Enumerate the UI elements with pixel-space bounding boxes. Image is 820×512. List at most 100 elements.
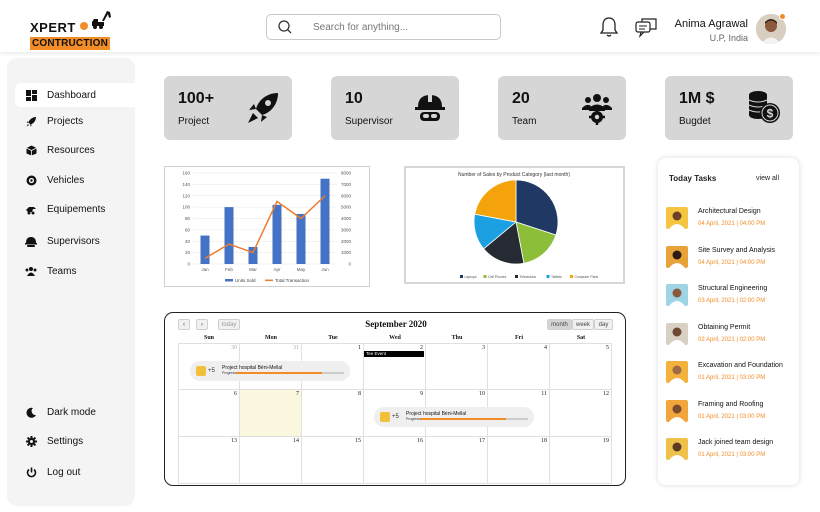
legend-label: Total Transaction — [275, 278, 310, 283]
calendar-day-cell[interactable]: 1 — [302, 343, 364, 390]
calendar-event[interactable]: +5 Project hospital Béni-Mellal Progress — [190, 361, 350, 381]
y2-tick-label: 0 — [348, 262, 351, 267]
stat-value: 100+ — [178, 90, 215, 107]
calendar-view-month[interactable]: month — [547, 319, 572, 330]
y-tick-label: 140 — [182, 182, 190, 187]
task-item[interactable]: Architectural Design 04 April, 2021 | 04:… — [666, 204, 794, 232]
task-avatar — [666, 245, 688, 268]
legend-label: Televisions — [520, 275, 537, 279]
event-avatar — [196, 366, 206, 376]
task-avatar — [666, 322, 688, 345]
equipment-icon — [15, 204, 47, 215]
y2-tick-label: 4000 — [341, 216, 352, 221]
pie-slice — [483, 221, 525, 265]
sidebar-item-equipements[interactable]: Equipements — [15, 197, 135, 221]
bell-icon[interactable] — [599, 16, 619, 38]
calendar-day-cell[interactable]: 14 — [240, 437, 302, 484]
stat-card-budget[interactable]: 1M $ Bugdet $ — [665, 76, 793, 140]
search-box[interactable] — [266, 14, 501, 40]
calendar-day-number: 10 — [479, 391, 485, 397]
calendar-event-tee[interactable]: Tee Event — [364, 351, 424, 357]
dark-mode-toggle[interactable]: Dark mode — [15, 400, 135, 424]
calendar-day-number: 12 — [603, 391, 609, 397]
calendar-day-cell[interactable]: 6 — [178, 390, 240, 437]
sidebar-item-resources[interactable]: Resources — [15, 138, 135, 162]
x-tick-label: Jan — [201, 267, 209, 272]
calendar-day-cell[interactable]: 8 — [302, 390, 364, 437]
search-input[interactable] — [313, 19, 493, 36]
task-item[interactable]: Obtaining Permit 02 April, 2021 | 02:00 P… — [666, 320, 794, 348]
project-calendar: ‹ › today September 2020 month week day … — [164, 312, 626, 486]
y2-tick-label: 7000 — [341, 182, 352, 187]
stat-value: 20 — [512, 90, 530, 107]
event-avatar — [380, 412, 390, 422]
calendar-day-cell[interactable]: 18 — [488, 437, 550, 484]
y2-tick-label: 3000 — [341, 227, 352, 232]
calendar-event[interactable]: +5 Project hospital Béni-Mellal Progress — [374, 407, 534, 427]
search-icon — [278, 20, 292, 34]
calendar-day-cell[interactable]: 2 — [364, 343, 426, 390]
brand-name: XPERT — [30, 20, 76, 35]
calendar-view-day[interactable]: day — [594, 319, 613, 330]
calendar-day-cell[interactable]: 17 — [426, 437, 488, 484]
sidebar-item-teams[interactable]: Teams — [15, 259, 135, 283]
calendar-next-button[interactable]: › — [196, 319, 208, 330]
calendar-day-cell[interactable]: 19 — [550, 437, 612, 484]
task-title: Site Survey and Analysis — [698, 246, 776, 254]
calendar-day-cell[interactable]: 13 — [178, 437, 240, 484]
stat-card-teams[interactable]: 20 Team — [498, 76, 626, 140]
calendar-view-week[interactable]: week — [572, 319, 594, 330]
y-tick-label: 80 — [185, 216, 191, 221]
logout-link[interactable]: Log out — [15, 460, 135, 484]
stat-card-projects[interactable]: 100+ Project — [164, 76, 292, 140]
calendar-day-cell[interactable]: 7 — [240, 390, 302, 437]
y2-tick-label: 8000 — [341, 171, 352, 176]
task-item[interactable]: Site Survey and Analysis 04 April, 2021 |… — [666, 243, 794, 271]
task-item[interactable]: Excavation and Foundation 01 April, 2021 … — [666, 358, 794, 386]
calendar-grid: Sun Mon Tue Wed Thu Fri Sat 30 31 1 2 3 4 5 6 7 8 9 10 11 12… — [178, 335, 612, 485]
task-avatar — [666, 399, 688, 422]
calendar-day-cell[interactable]: 12 — [550, 390, 612, 437]
calendar-day-number: 5 — [606, 345, 609, 351]
weekday-header: Tue — [328, 335, 338, 341]
sidebar-item-supervisors[interactable]: Supervisors — [15, 229, 135, 253]
calendar-day-cell[interactable]: 15 — [302, 437, 364, 484]
weekday-header: Thu — [451, 335, 463, 341]
task-date: 01 April, 2021 | 03:00 PM — [698, 413, 766, 420]
sidebar-item-vehicles[interactable]: Vehicles — [15, 168, 135, 192]
settings-link[interactable]: Settings — [15, 429, 135, 453]
event-more-count: +5 — [392, 414, 399, 420]
brand-logo[interactable]: XPERT CONTRUCTION — [30, 6, 114, 50]
x-tick-label: Jun — [321, 267, 329, 272]
calendar-day-number: 1 — [358, 345, 361, 351]
avatar-portrait-icon — [756, 14, 786, 44]
stat-card-supervisors[interactable]: 10 Supervisor — [331, 76, 459, 140]
calendar-day-cell[interactable]: 5 — [550, 343, 612, 390]
task-item[interactable]: Framing and Roofing 01 April, 2021 | 03:0… — [666, 397, 794, 425]
y-tick-label: 0 — [187, 262, 190, 267]
view-all-link[interactable]: view all — [756, 175, 779, 182]
calendar-today-button[interactable]: today — [218, 319, 240, 330]
vehicle-icon — [15, 175, 47, 186]
legend-label: Tablets — [551, 275, 562, 279]
calendar-day-cell[interactable]: 4 — [488, 343, 550, 390]
chat-icon[interactable] — [635, 18, 657, 38]
calendar-day-number: 11 — [541, 391, 547, 397]
calendar-prev-button[interactable]: ‹ — [178, 319, 190, 330]
sidebar-item-dashboard[interactable]: Dashboard — [15, 83, 135, 107]
calendar-day-cell[interactable]: 11 — [488, 390, 550, 437]
calendar-day-cell[interactable]: 16 — [364, 437, 426, 484]
event-progress-track — [420, 418, 528, 420]
task-item[interactable]: Structural Engineering 03 April, 2021 | 0… — [666, 281, 794, 309]
pie-slice — [474, 179, 517, 223]
brand-dot-icon — [80, 22, 88, 30]
event-progress-fill — [420, 418, 507, 420]
event-title: Project hospital Béni-Mellal — [406, 411, 467, 417]
bar-units-sold — [296, 213, 306, 264]
calendar-day-cell[interactable]: 3 — [426, 343, 488, 390]
task-title: Structural Engineering — [698, 285, 768, 292]
task-item[interactable]: Jack joined team design 01 April, 2021 | … — [666, 435, 794, 463]
sidebar-item-projects[interactable]: Projects — [15, 109, 135, 133]
y-tick-label: 60 — [185, 227, 191, 232]
calendar-title: September 2020 — [365, 319, 427, 329]
